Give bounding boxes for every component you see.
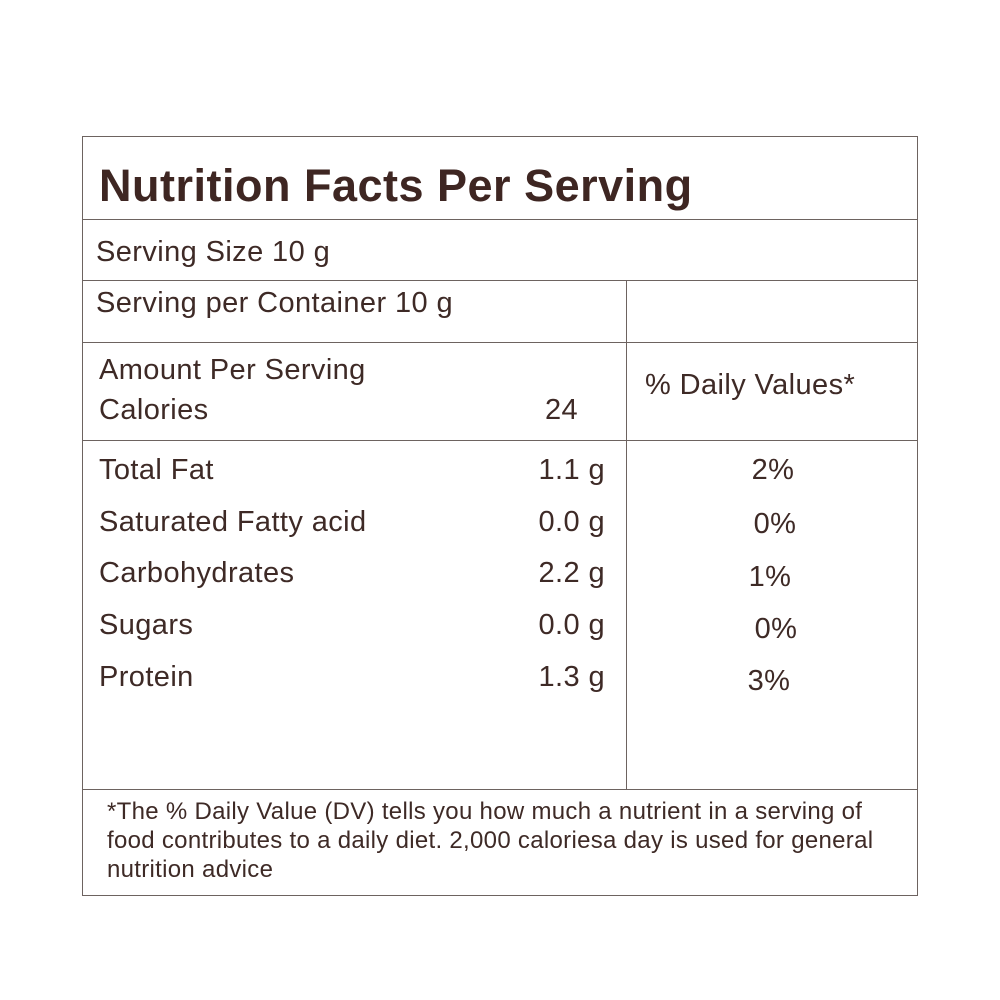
divider-header bbox=[83, 440, 917, 441]
divider-serving-size bbox=[83, 280, 917, 281]
serving-size: Serving Size 10 g bbox=[96, 236, 331, 268]
nutrient-amount: 2.2 g bbox=[538, 557, 605, 589]
nutrition-facts-label: Nutrition Facts Per Serving Serving Size… bbox=[82, 136, 918, 896]
nutrient-daily-value: 0% bbox=[754, 613, 798, 645]
nutrient-amount: 0.0 g bbox=[538, 609, 605, 641]
divider-footnote bbox=[83, 789, 917, 790]
daily-value-footnote: *The % Daily Value (DV) tells you how mu… bbox=[107, 798, 874, 883]
nutrient-daily-value: 2% bbox=[751, 454, 795, 486]
calories-value: 24 bbox=[544, 394, 578, 426]
nutrient-name: Protein bbox=[99, 661, 194, 693]
serving-per-container: Serving per Container 10 g bbox=[96, 287, 453, 319]
amount-per-serving-label: Amount Per Serving bbox=[99, 354, 366, 386]
divider-title bbox=[83, 219, 917, 220]
label-title: Nutrition Facts Per Serving bbox=[99, 160, 693, 211]
nutrient-name: Saturated Fatty acid bbox=[99, 506, 367, 538]
nutrient-amount: 0.0 g bbox=[538, 506, 605, 538]
nutrient-daily-value: 3% bbox=[747, 665, 791, 697]
nutrient-daily-value: 0% bbox=[753, 508, 797, 540]
nutrient-name: Total Fat bbox=[99, 454, 214, 486]
nutrient-daily-value: 1% bbox=[748, 561, 792, 593]
divider-serving-container bbox=[83, 342, 917, 343]
daily-values-header: % Daily Values* bbox=[645, 369, 856, 401]
nutrient-amount: 1.1 g bbox=[538, 454, 605, 486]
nutrient-name: Carbohydrates bbox=[99, 557, 295, 589]
nutrient-amount: 1.3 g bbox=[538, 661, 605, 693]
column-divider bbox=[626, 280, 627, 789]
calories-label: Calories bbox=[99, 394, 209, 426]
nutrient-name: Sugars bbox=[99, 609, 194, 641]
